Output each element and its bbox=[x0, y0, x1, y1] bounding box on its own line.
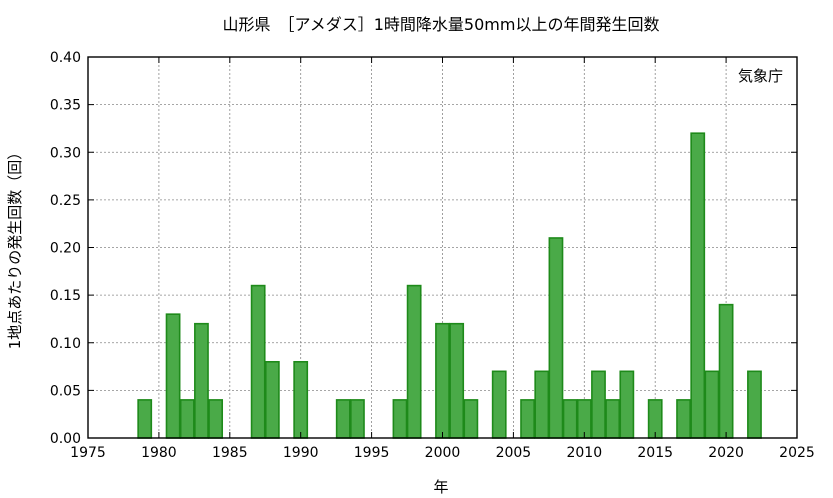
y-tick-label: 0.15 bbox=[50, 288, 81, 304]
y-tick-label: 0.10 bbox=[50, 336, 81, 352]
y-tick-label: 0.30 bbox=[50, 145, 81, 161]
bar-2002 bbox=[463, 399, 479, 439]
bar-2009 bbox=[562, 399, 578, 439]
bar-2004 bbox=[491, 370, 507, 439]
bar-2020 bbox=[718, 303, 734, 439]
bar-1982 bbox=[179, 399, 195, 439]
x-tick-label: 2010 bbox=[566, 445, 602, 461]
bar-1987 bbox=[250, 284, 266, 439]
bar-2018 bbox=[690, 132, 706, 439]
bar-1983 bbox=[194, 322, 209, 439]
bar-2011 bbox=[591, 370, 606, 439]
x-tick-label: 2015 bbox=[637, 445, 673, 461]
bar-1990 bbox=[293, 360, 309, 439]
chart-title: 山形県 ［アメダス］1時間降水量50mm以上の年間発生回数 bbox=[223, 15, 660, 34]
y-tick-label: 0.35 bbox=[50, 98, 81, 114]
bar-1984 bbox=[208, 399, 224, 439]
x-axis: 1975 1980 1985 1990 1995 2000 2005 2010 2015 2020… bbox=[70, 57, 815, 461]
y-axis: 0.00 0.05 0.10 0.15 0.20 0.25 0.30 0.35 0.40 bbox=[50, 50, 797, 447]
y-tick-label: 0.40 bbox=[50, 50, 81, 66]
bar-2007 bbox=[534, 370, 550, 439]
bar-2012 bbox=[605, 399, 621, 439]
x-tick-label: 2020 bbox=[708, 445, 744, 461]
bars bbox=[137, 132, 762, 439]
y-tick-label: 0.20 bbox=[50, 241, 81, 257]
source-annotation: 気象庁 bbox=[738, 67, 783, 85]
bar-2022 bbox=[747, 370, 762, 439]
y-axis-label: 1地点あたりの発生回数（回） bbox=[6, 145, 24, 350]
x-axis-label: 年 bbox=[433, 478, 448, 496]
x-tick-label: 1990 bbox=[283, 445, 319, 461]
bar-2008 bbox=[548, 237, 564, 439]
bar-1994 bbox=[350, 399, 365, 439]
bar-2017 bbox=[676, 399, 691, 439]
bar-2006 bbox=[520, 399, 535, 439]
bar-1993 bbox=[335, 399, 351, 439]
y-tick-label: 0.05 bbox=[50, 383, 81, 399]
bar-1998 bbox=[406, 284, 422, 439]
bar-2001 bbox=[449, 322, 465, 439]
x-tick-label: 2025 bbox=[779, 445, 815, 461]
y-tick-label: 0.00 bbox=[50, 431, 81, 447]
x-tick-label: 2005 bbox=[496, 445, 532, 461]
x-tick-label: 1975 bbox=[70, 445, 106, 461]
x-tick-label: 1995 bbox=[354, 445, 390, 461]
bar-2019 bbox=[704, 370, 720, 439]
bar-2013 bbox=[619, 370, 635, 439]
x-tick-label: 1980 bbox=[141, 445, 177, 461]
bar-1997 bbox=[392, 399, 408, 439]
x-tick-label: 1985 bbox=[212, 445, 248, 461]
bar-1979 bbox=[137, 399, 153, 439]
x-tick-label: 2000 bbox=[425, 445, 461, 461]
bar-2000 bbox=[435, 322, 450, 439]
bar-1981 bbox=[165, 313, 181, 439]
y-tick-label: 0.25 bbox=[50, 193, 81, 209]
bar-1988 bbox=[264, 360, 280, 439]
